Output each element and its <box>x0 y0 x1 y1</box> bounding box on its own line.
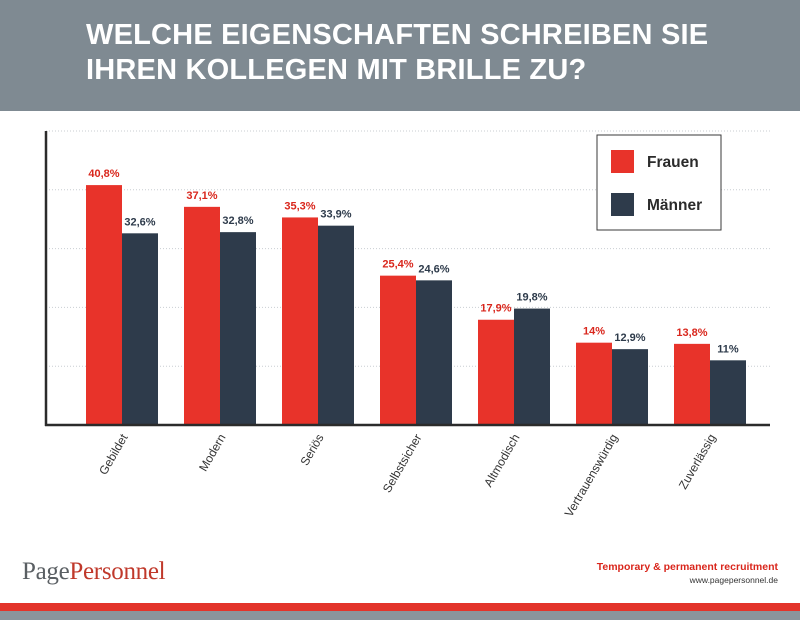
bar-maenner <box>710 360 746 425</box>
bar-maenner <box>514 308 550 425</box>
legend-swatch <box>611 150 634 173</box>
data-label: 32,8% <box>222 215 253 227</box>
tagline: Temporary & permanent recruitment <box>596 561 778 573</box>
bar-maenner <box>122 233 158 425</box>
data-label: 13,8% <box>676 327 707 339</box>
bar-frauen <box>576 342 612 425</box>
bar-frauen <box>86 185 122 425</box>
page-personnel-logo: PagePersonnel <box>22 558 166 586</box>
category-label: Zuverlässig <box>676 432 719 492</box>
bar-frauen <box>282 217 318 425</box>
category-label: Altmodisch <box>481 432 522 490</box>
data-label: 40,8% <box>88 168 119 180</box>
bar-frauen <box>674 343 710 425</box>
data-label: 11% <box>717 343 739 355</box>
legend-label: Frauen <box>647 154 699 171</box>
logo-text-page: Page <box>22 558 70 585</box>
category-label: Selbstsicher <box>380 432 425 496</box>
data-label: 25,4% <box>382 259 413 271</box>
data-label: 14% <box>583 326 605 338</box>
data-label: 19,8% <box>516 292 547 304</box>
bar-maenner <box>318 225 354 425</box>
data-label: 35,3% <box>284 200 315 212</box>
category-label: Vertrauenswürdig <box>562 432 621 520</box>
category-label: Seriös <box>297 432 326 468</box>
bar-maenner <box>416 280 452 425</box>
chart-title-line-2: IHREN KOLLEGEN MIT BRILLE ZU? <box>86 54 587 86</box>
category-label: Modern <box>196 432 228 474</box>
website-url: www.pagepersonnel.de <box>689 575 778 585</box>
data-label: 37,1% <box>186 190 217 202</box>
bar-maenner <box>612 349 648 425</box>
bar-frauen <box>478 319 514 425</box>
bar-chart: 40,8% 32,6% Gebildet 37,1% 32,8% Modern 35,3% 3… <box>44 130 770 520</box>
bar-frauen <box>184 206 220 425</box>
bar-frauen <box>380 275 416 425</box>
data-label: 24,6% <box>418 263 449 275</box>
tagline-block: Temporary & permanent recruitment www.pa… <box>597 561 778 585</box>
chart-title: WELCHE EIGENSCHAFTEN SCHREIBEN SIE IHREN… <box>86 18 766 88</box>
category-label: Gebildet <box>96 431 131 477</box>
data-label: 32,6% <box>124 216 155 228</box>
bar-maenner <box>220 232 256 425</box>
logo-text-personnel: Personnel <box>69 558 166 585</box>
footer-grey-stripe <box>0 611 800 620</box>
data-label: 17,9% <box>480 303 511 315</box>
data-label: 12,9% <box>614 332 645 344</box>
legend-swatch <box>611 193 634 216</box>
footer-red-stripe <box>0 603 800 611</box>
chart-title-line-1: WELCHE EIGENSCHAFTEN SCHREIBEN SIE <box>86 19 709 51</box>
legend-label: Männer <box>647 197 702 214</box>
title-banner: WELCHE EIGENSCHAFTEN SCHREIBEN SIE IHREN… <box>0 0 800 111</box>
data-label: 33,9% <box>320 209 351 221</box>
